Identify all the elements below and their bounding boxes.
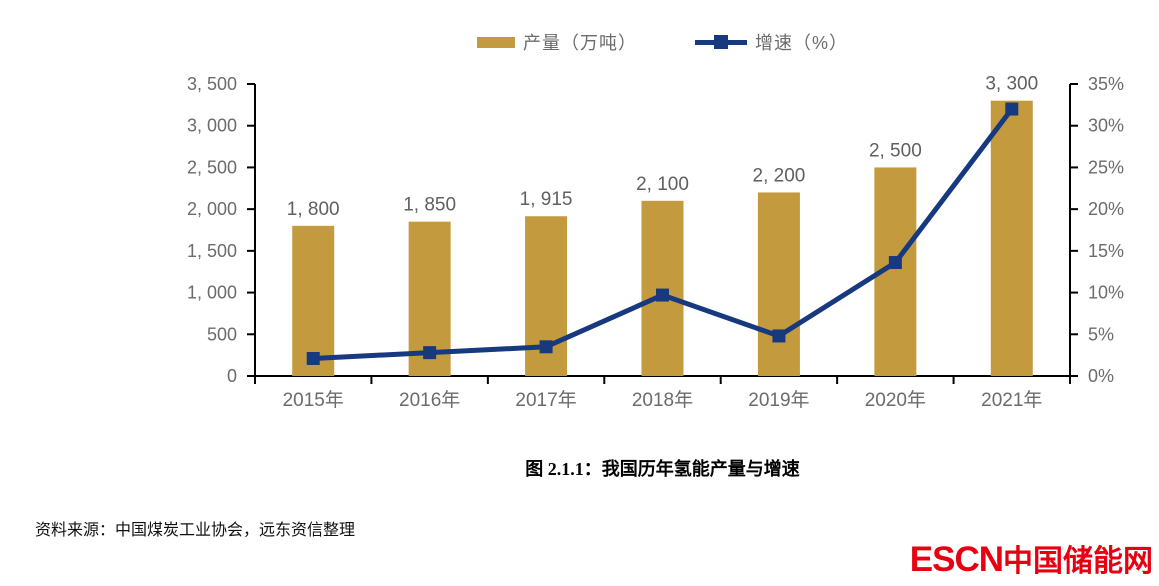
- bar-value-label: 2, 200: [753, 165, 806, 186]
- left-axis-tick-label: 2, 000: [187, 199, 237, 219]
- right-axis-tick-label: 35%: [1088, 74, 1124, 94]
- left-axis-tick-label: 0: [227, 366, 237, 386]
- left-axis-tick-label: 1, 000: [187, 283, 237, 303]
- bar-value-label: 3, 300: [985, 74, 1038, 95]
- growth-marker: [656, 288, 669, 302]
- combo-chart: 0 500 1, 000 1, 500 2, 000 2, 500 3, 000 3, 500…: [187, 74, 1124, 411]
- left-axis-tick-label: 500: [207, 324, 237, 344]
- x-axis-category-label: 2020年: [865, 389, 926, 411]
- legend-item-growth: 增速（%）: [694, 29, 848, 55]
- x-axis-category-label: 2019年: [748, 389, 809, 411]
- right-axis-tick-label: 15%: [1088, 241, 1124, 261]
- escn-logo-en: ESCN: [909, 540, 1004, 579]
- chart-svg: 0 500 1, 000 1, 500 2, 000 2, 500 3, 000 3, 500…: [187, 74, 1124, 411]
- left-axis-tick-label: 2, 500: [187, 157, 237, 177]
- growth-marker: [306, 351, 320, 365]
- right-axis-tick-label: 10%: [1088, 283, 1124, 303]
- left-axis-tick-label: 1, 500: [187, 241, 237, 261]
- x-axis-category-label: 2015年: [283, 389, 344, 411]
- growth-marker: [1005, 102, 1019, 116]
- production-bar: [292, 225, 335, 376]
- line-marker-swatch-icon: [694, 35, 747, 49]
- x-axis-category-label: 2017年: [515, 389, 576, 411]
- escn-logo-zh: 中国储能网: [1003, 545, 1153, 578]
- bar-swatch-icon: [476, 36, 515, 48]
- bar-value-label: 1, 800: [287, 199, 340, 220]
- figure-caption: 图 2.1.1：我国历年氢能产量与增速: [525, 459, 800, 479]
- right-axis-tick-label: 30%: [1088, 116, 1124, 136]
- legend-item-production: 产量（万吨）: [476, 29, 637, 55]
- bar-value-label: 1, 915: [520, 189, 573, 210]
- right-axis-tick-label: 0%: [1088, 366, 1114, 386]
- right-axis-tick-label: 25%: [1088, 157, 1124, 177]
- growth-marker: [423, 346, 437, 360]
- x-axis-category-label: 2016年: [399, 389, 460, 411]
- right-axis-tick-label: 5%: [1088, 324, 1114, 344]
- x-axis-category-label: 2021年: [981, 389, 1042, 411]
- bar-value-label: 1, 850: [403, 195, 456, 216]
- growth-marker: [772, 329, 786, 343]
- legend-label-production: 产量（万吨）: [522, 33, 637, 53]
- escn-logo: ESCN 中国储能网: [910, 536, 1153, 580]
- right-axis-tick-label: 20%: [1088, 199, 1124, 219]
- source-note: 资料来源：中国煤炭工业协会，远东资信整理: [35, 522, 356, 539]
- growth-marker: [539, 340, 553, 354]
- production-bar: [990, 100, 1033, 376]
- production-bar: [641, 200, 684, 376]
- left-axis-tick-label: 3, 500: [187, 74, 237, 94]
- left-axis-tick-label: 3, 000: [187, 116, 237, 136]
- x-axis-category-label: 2018年: [632, 389, 693, 411]
- bar-value-label: 2, 100: [636, 174, 689, 195]
- growth-marker: [888, 256, 902, 270]
- bar-value-label: 2, 500: [869, 140, 922, 161]
- legend-label-growth: 增速（%）: [754, 33, 848, 53]
- chart-legend: 产量（万吨） 增速（%）: [255, 28, 1070, 56]
- production-bar: [757, 192, 800, 376]
